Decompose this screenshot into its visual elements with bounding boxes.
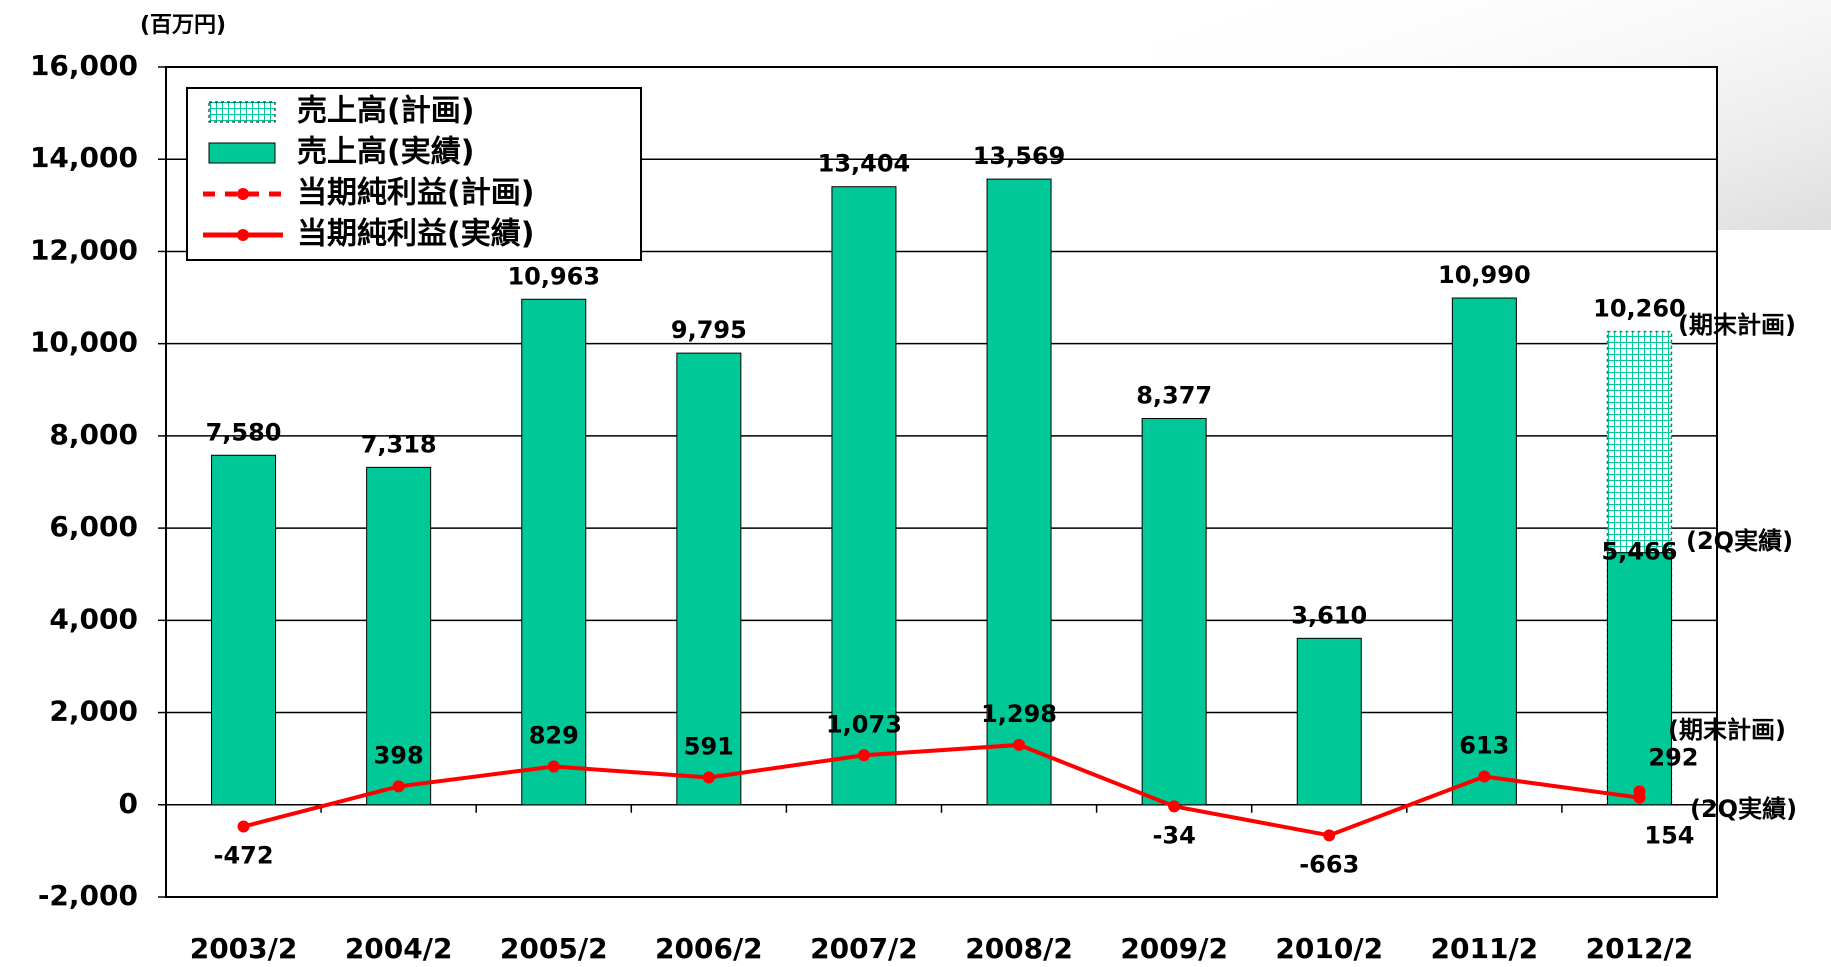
bar: [1142, 419, 1206, 805]
bar-value-label: 3,610: [1291, 601, 1367, 629]
bar-value-label: 9,795: [671, 316, 747, 344]
y-tick-label: 2,000: [49, 695, 138, 728]
x-tick-label: 2012/2: [1586, 932, 1694, 965]
legend-swatch: [237, 229, 249, 241]
bar-value-label: 10,990: [1438, 261, 1531, 289]
legend-label: 売上高(実績): [297, 135, 474, 170]
bar: [1452, 298, 1516, 805]
x-tick-label: 2010/2: [1275, 932, 1383, 965]
line-value-label: 591: [684, 733, 734, 761]
y-tick-label: 14,000: [30, 141, 138, 174]
bar-value-label: 10,963: [507, 262, 600, 290]
line-value-label: 292: [1648, 743, 1698, 771]
line-point: [1323, 829, 1335, 841]
bar-value-label: 8,377: [1136, 382, 1212, 410]
line-value-label: -34: [1152, 821, 1195, 849]
line-point: [238, 821, 250, 833]
y-tick-label: 4,000: [49, 602, 138, 635]
y-tick-label: 8,000: [49, 418, 138, 451]
x-tick-label: 2005/2: [500, 932, 608, 965]
line-value-label: 1,073: [826, 710, 902, 738]
line-point: [1168, 800, 1180, 812]
y-tick-label: 6,000: [49, 510, 138, 543]
line-value-label: -663: [1299, 850, 1359, 878]
line-value-label: 829: [529, 722, 579, 750]
annotation: (期末計画): [1668, 716, 1786, 744]
chart: (百万円) -2,000 0 2,000 4,000 6,000 8,000 10,000 1…: [0, 0, 1831, 967]
legend-label: 当期純利益(実績): [297, 217, 534, 252]
bar-value-label: 7,580: [206, 418, 282, 446]
line-point: [858, 749, 870, 761]
y-tick-label: 10,000: [30, 326, 138, 359]
line-point: [1013, 739, 1025, 751]
x-tick-label: 2007/2: [810, 932, 918, 965]
bar: [212, 455, 276, 805]
legend-swatch: [209, 143, 275, 163]
line-point: [703, 772, 715, 784]
line-value-label: 154: [1644, 822, 1694, 850]
line-value-label: 613: [1459, 732, 1509, 760]
x-tick-label: 2008/2: [965, 932, 1073, 965]
annotation: (期末計画): [1678, 311, 1796, 339]
unit-label: (百万円): [140, 13, 226, 38]
x-tick-label: 2004/2: [345, 932, 453, 965]
legend-label: 売上高(計画): [297, 94, 474, 129]
line-value-label: -472: [214, 842, 274, 870]
x-tick-label: 2009/2: [1120, 932, 1228, 965]
x-tick-label: 2003/2: [190, 932, 298, 965]
y-tick-label: 16,000: [30, 49, 138, 82]
bar-value-label: 5,466: [1601, 538, 1677, 566]
bar-value-label: 10,260: [1593, 295, 1686, 323]
legend-swatch: [237, 188, 249, 200]
line-point: [1478, 771, 1490, 783]
legend-swatch: [209, 102, 275, 122]
y-tick-label: 0: [119, 787, 138, 820]
annotation: (2Q実績): [1686, 527, 1793, 555]
line-value-label: 1,298: [981, 700, 1057, 728]
x-tick-label: 2011/2: [1431, 932, 1539, 965]
line-point: [393, 780, 405, 792]
bar: [1297, 638, 1361, 804]
bar-value-label: 7,318: [361, 430, 437, 458]
bar-value-label: 13,404: [818, 150, 911, 178]
line-point: [1633, 792, 1645, 804]
legend-label: 当期純利益(計画): [297, 176, 534, 211]
annotation: (2Q実績): [1690, 795, 1797, 823]
bar-value-label: 13,569: [973, 142, 1066, 170]
line-point: [548, 761, 560, 773]
line-value-label: 398: [374, 741, 424, 769]
x-tick-label: 2006/2: [655, 932, 763, 965]
y-tick-label: -2,000: [38, 879, 138, 912]
y-tick-label: 12,000: [30, 233, 138, 266]
